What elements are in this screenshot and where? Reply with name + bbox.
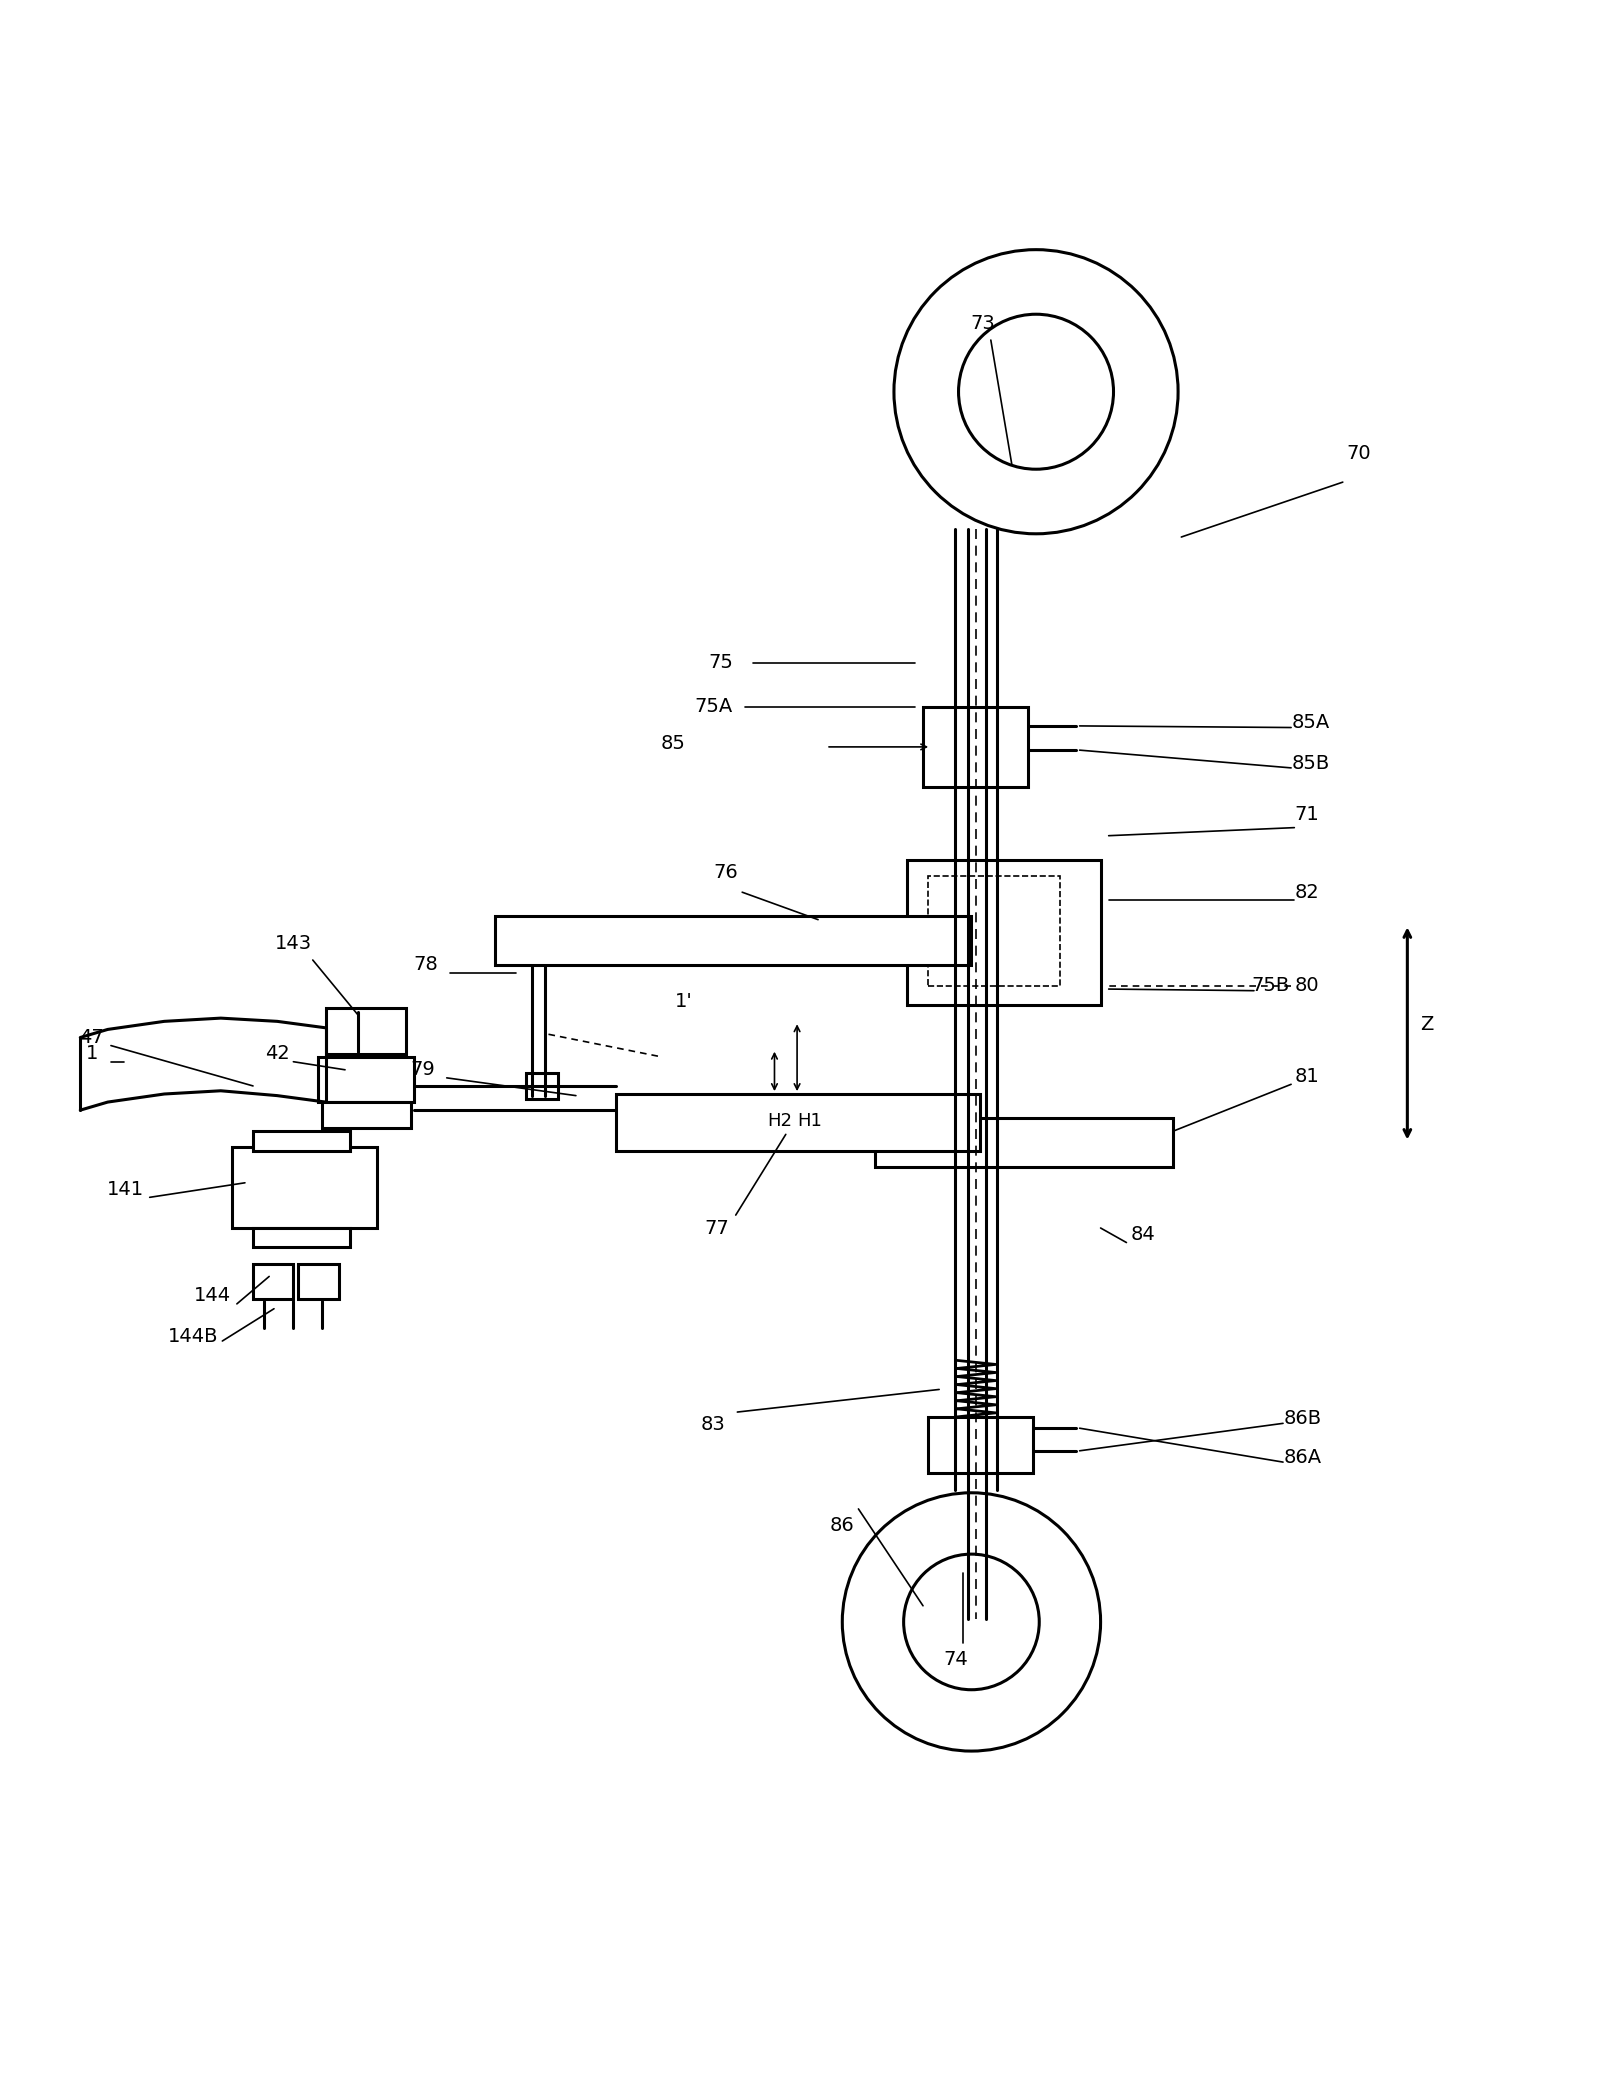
Bar [326, 1008, 407, 1054]
Circle shape [842, 1492, 1100, 1751]
Bar [928, 1417, 1034, 1473]
Text: H1: H1 [797, 1112, 823, 1131]
Text: 85B: 85B [1291, 753, 1330, 772]
Text: 71: 71 [1294, 805, 1320, 824]
Text: 79: 79 [410, 1060, 434, 1079]
Bar [232, 1147, 377, 1228]
Text: 75A: 75A [693, 697, 732, 716]
Bar [322, 1102, 411, 1129]
Text: 86A: 86A [1283, 1448, 1322, 1467]
Text: 73: 73 [970, 315, 995, 334]
Text: 80: 80 [1294, 977, 1320, 996]
Circle shape [904, 1554, 1040, 1689]
Bar [616, 1094, 980, 1150]
Text: 85: 85 [661, 735, 685, 753]
Circle shape [894, 249, 1178, 533]
Bar [526, 1073, 559, 1100]
Text: 82: 82 [1294, 882, 1320, 903]
Text: 1: 1 [86, 1044, 97, 1062]
Text: 42: 42 [264, 1044, 290, 1062]
Bar [928, 876, 1059, 986]
Bar [298, 1264, 339, 1299]
Text: 85A: 85A [1291, 714, 1330, 732]
Bar [253, 1264, 293, 1299]
Text: 81: 81 [1294, 1067, 1320, 1085]
Text: 144: 144 [194, 1286, 232, 1305]
Text: 86B: 86B [1283, 1409, 1322, 1428]
Text: H2: H2 [766, 1112, 792, 1131]
Text: 75B: 75B [1251, 977, 1290, 996]
Text: 84: 84 [1131, 1224, 1155, 1243]
Text: 75: 75 [710, 654, 734, 672]
Text: 78: 78 [413, 954, 437, 975]
Circle shape [959, 313, 1113, 469]
Text: 70: 70 [1346, 444, 1371, 463]
Text: Z: Z [1421, 1015, 1434, 1033]
Text: 144B: 144B [168, 1326, 219, 1347]
Bar [253, 1131, 350, 1150]
Text: 47: 47 [79, 1027, 104, 1048]
Text: 1': 1' [676, 992, 693, 1011]
Text: 86: 86 [829, 1515, 855, 1536]
Bar [875, 1118, 1173, 1166]
Text: 74: 74 [943, 1650, 967, 1668]
Text: 76: 76 [714, 863, 739, 882]
Bar [923, 708, 1029, 786]
Text: 83: 83 [701, 1415, 726, 1434]
Text: 141: 141 [107, 1181, 144, 1199]
Bar [253, 1228, 350, 1247]
Text: 77: 77 [705, 1218, 729, 1237]
Bar [496, 917, 972, 965]
Bar [907, 859, 1100, 1004]
Text: 143: 143 [275, 934, 313, 952]
Bar [318, 1056, 415, 1102]
